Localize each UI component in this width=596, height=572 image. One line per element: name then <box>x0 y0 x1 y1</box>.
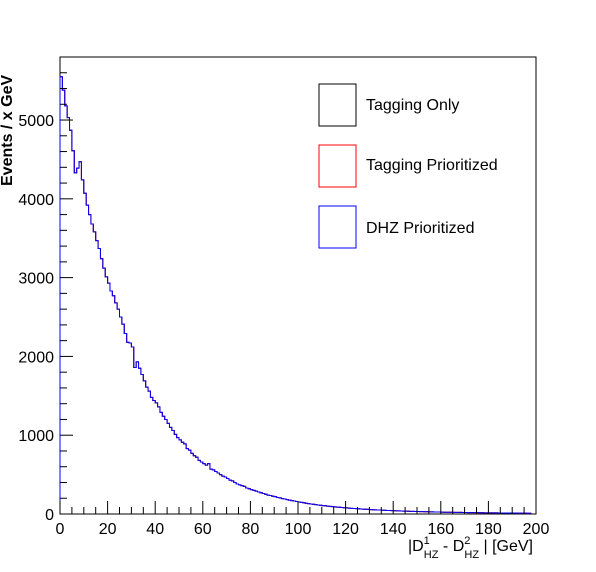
y-tick-label: 1000 <box>18 428 54 445</box>
legend-label-tagging-only: Tagging Only <box>366 97 459 114</box>
legend-swatch-tagging-only <box>318 83 357 127</box>
y-tick-label: 2000 <box>18 349 54 366</box>
x-tick-label: 40 <box>146 521 164 538</box>
x-axis-title: |D1 HZ - D2 HZ | [GeV] <box>408 535 533 561</box>
y-axis-title: Events / x GeV <box>0 75 16 186</box>
series-layer <box>59 76 532 514</box>
x-tick-label: 0 <box>56 521 65 538</box>
y-tick-label: 0 <box>45 507 54 524</box>
y-tick-label: 5000 <box>18 113 54 130</box>
x-tick-label: 160 <box>427 521 454 538</box>
x-title-sup1: 1 <box>424 535 430 547</box>
x-tick-label: 100 <box>285 521 312 538</box>
series-dhz-prioritized <box>59 76 532 514</box>
x-title-sup2: 2 <box>464 535 470 547</box>
legend-label-dhz-prioritized: DHZ Prioritized <box>366 220 474 237</box>
x-tick-label: 140 <box>380 521 407 538</box>
legend: Tagging Only Tagging Prioritized DHZ Pri… <box>318 83 498 249</box>
x-tick-label: 80 <box>242 521 260 538</box>
legend-swatch-tagging-prioritized <box>318 144 357 188</box>
legend-swatch-dhz-prioritized <box>318 205 357 249</box>
legend-label-tagging-prioritized: Tagging Prioritized <box>366 157 498 174</box>
x-title-minus: - D <box>438 538 464 555</box>
x-title-open: |D <box>408 538 424 555</box>
y-tick-label: 3000 <box>18 271 54 288</box>
x-title-sub1: HZ <box>424 549 439 561</box>
x-tick-label: 200 <box>523 521 550 538</box>
x-tick-label: 180 <box>475 521 502 538</box>
x-tick-label: 120 <box>332 521 359 538</box>
x-tick-label: 20 <box>99 521 117 538</box>
x-title-sub2: HZ <box>464 549 479 561</box>
x-tick-label: 60 <box>194 521 212 538</box>
y-tick-label: 4000 <box>18 192 54 209</box>
tick-label-layer: 0 20 40 60 80 100 120 140 160 180 2000100020003000… <box>18 113 549 538</box>
x-title-close: | [GeV] <box>479 538 533 555</box>
tick-layer <box>59 56 537 515</box>
